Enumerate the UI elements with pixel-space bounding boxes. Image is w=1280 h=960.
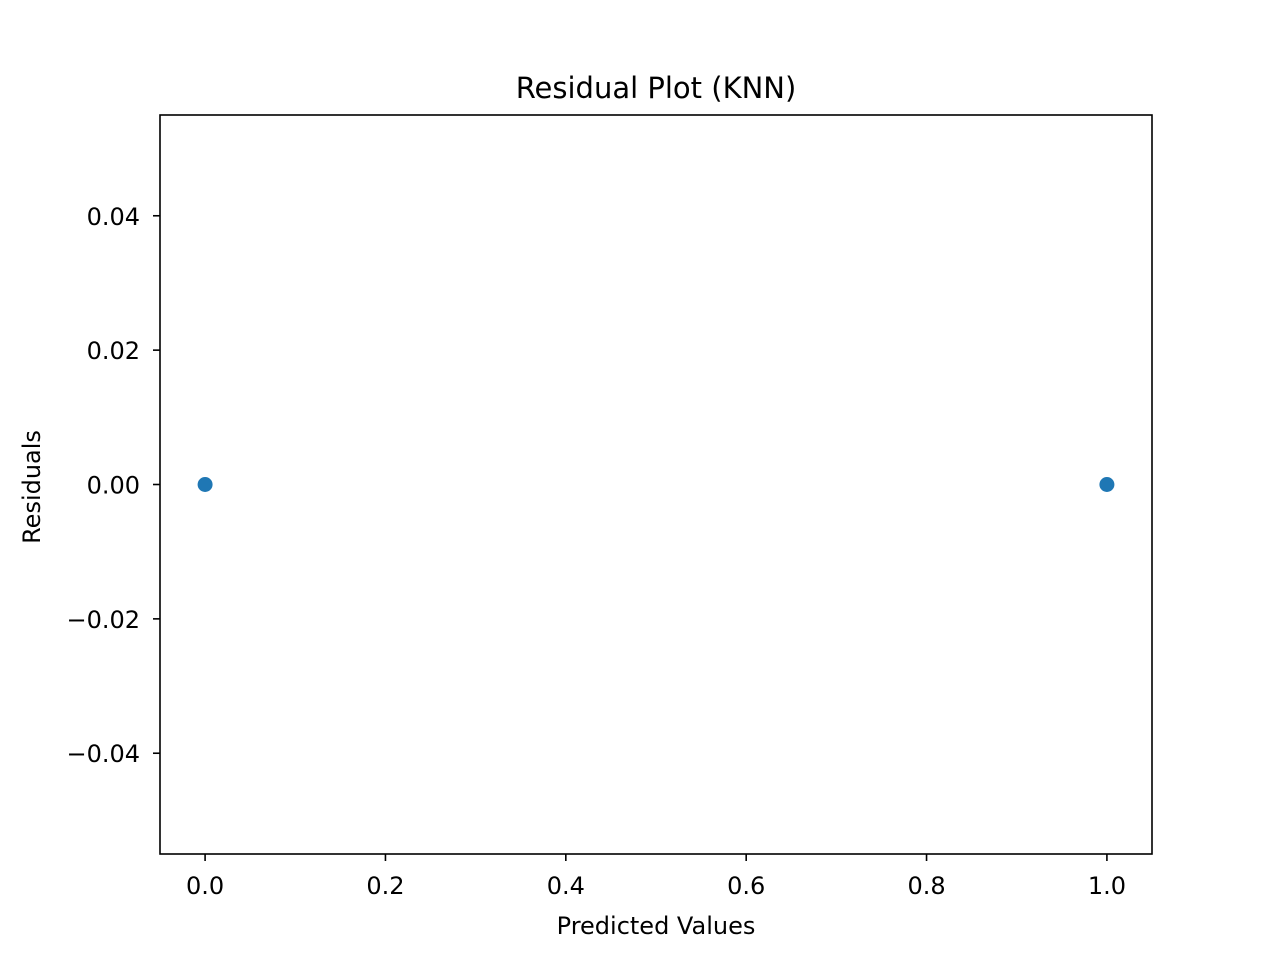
- y-tick-label: −0.04: [66, 740, 140, 768]
- x-tick-label: 0.0: [186, 872, 224, 900]
- y-tick-label: −0.02: [66, 606, 140, 634]
- plot-frame: [159, 114, 1153, 855]
- x-tick-label: 0.8: [907, 872, 945, 900]
- scatter-point: [1099, 477, 1115, 492]
- x-tick-label: 0.6: [727, 872, 765, 900]
- x-tick-label: 0.4: [547, 872, 585, 900]
- plot-area: [160, 115, 1152, 854]
- x-tick-label: 1.0: [1088, 872, 1126, 900]
- y-tick-label: 0.04: [87, 203, 140, 231]
- x-axis-ticks: 0.0 0.2 0.4 0.6 0.8 1.0: [186, 854, 1126, 900]
- y-axis-title: Residuals: [18, 430, 46, 544]
- y-axis-ticks: 0.04 0.02 0.00 −0.02 −0.04: [66, 203, 160, 768]
- y-tick-label: 0.00: [87, 472, 140, 500]
- scatter-points: [197, 477, 1115, 492]
- x-tick-label: 0.2: [366, 872, 404, 900]
- x-axis-title: Predicted Values: [557, 912, 756, 940]
- y-tick-label: 0.02: [87, 337, 140, 365]
- scatter-point: [197, 477, 213, 492]
- chart-title: Residual Plot (KNN): [516, 71, 797, 105]
